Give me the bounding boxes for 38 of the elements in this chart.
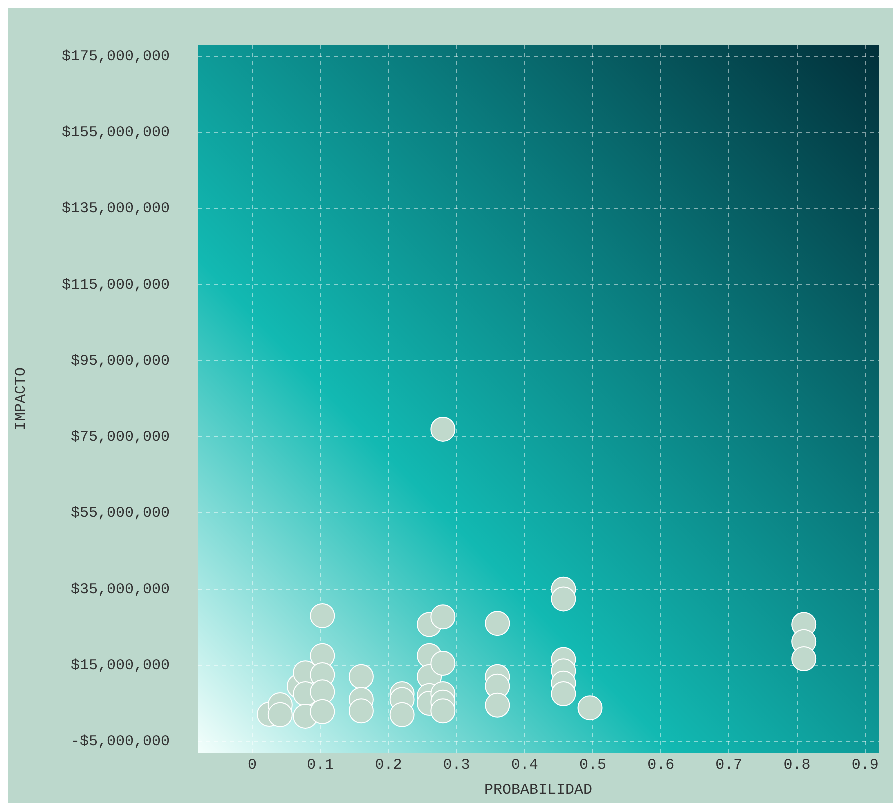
x-axis-title: PROBABILIDAD xyxy=(484,782,593,799)
x-tick-label: 0.8 xyxy=(784,756,811,774)
y-tick-label: $175,000,000 xyxy=(62,48,170,66)
point xyxy=(348,664,374,690)
y-tick-label: $95,000,000 xyxy=(70,352,170,370)
point xyxy=(348,698,374,724)
point xyxy=(268,702,293,728)
y-tick-label: $135,000,000 xyxy=(62,200,170,218)
x-tick-label: 0.9 xyxy=(852,756,879,774)
x-tick-label: 0 xyxy=(248,756,258,774)
x-tick-label: 0.4 xyxy=(511,756,538,774)
point xyxy=(578,696,603,721)
point xyxy=(551,682,576,706)
x-tick-label: 0.7 xyxy=(716,756,743,774)
x-tick-label: 0.2 xyxy=(375,756,402,774)
y-tick-label: $35,000,000 xyxy=(70,581,170,598)
point xyxy=(485,692,510,718)
y-tick-label: $15,000,000 xyxy=(70,657,170,674)
x-tick-label: 0.5 xyxy=(579,756,606,774)
y-tick-label: $75,000,000 xyxy=(70,429,170,446)
x-tick-label: 0.3 xyxy=(443,756,470,774)
point xyxy=(430,416,456,442)
point xyxy=(430,698,456,724)
point xyxy=(430,651,456,676)
point xyxy=(430,604,456,630)
y-axis-title: IMPACTO xyxy=(12,367,30,431)
x-tick-label: 0.1 xyxy=(307,756,334,774)
point xyxy=(551,586,576,612)
point xyxy=(390,702,415,728)
x-tick-label: 0.6 xyxy=(648,756,675,774)
y-tick-label: $55,000,000 xyxy=(70,505,170,522)
y-tick-label: $115,000,000 xyxy=(62,276,170,294)
point xyxy=(792,646,817,672)
point xyxy=(310,699,336,724)
point xyxy=(310,603,336,628)
y-tick-label: $155,000,000 xyxy=(62,124,170,142)
y-tick-label: -$5,000,000 xyxy=(70,734,170,751)
point xyxy=(485,611,510,636)
